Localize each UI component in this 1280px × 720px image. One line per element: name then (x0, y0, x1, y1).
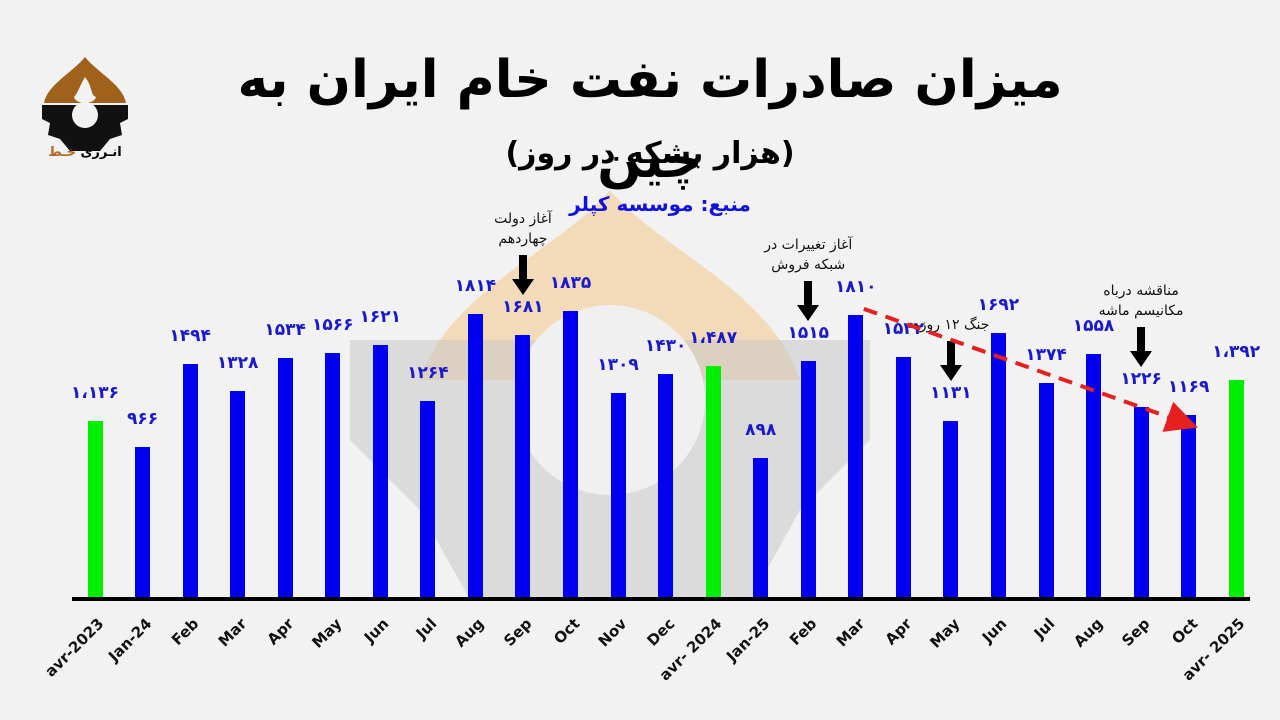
chart-source: منبع: موسسه کپلر (569, 192, 751, 216)
bar-8 (467, 314, 483, 599)
bar-value-label: ۱۲۶۴ (407, 362, 449, 383)
bar-value-label: ۱۵۶۶ (311, 315, 354, 336)
bar-value-label: ۱۴۹۴ (169, 326, 211, 347)
bar-10 (563, 310, 578, 599)
annotation-gov14: آغاز دولت چهاردهم (453, 209, 593, 249)
bar-value-label: ۱۱۳۱ (930, 383, 972, 404)
annotation-line: آغاز تغییرات در (764, 237, 853, 254)
x-axis-baseline (72, 597, 1250, 601)
bar-value-label: ۱،۱۳۶ (71, 382, 119, 403)
annotation-line: شبکه فروش (771, 257, 846, 274)
bar-value-label: ۱،۴۸۷ (689, 327, 738, 348)
annotation-war: جنگ ۱۲ روزه (881, 315, 1021, 335)
bar-16 (848, 314, 864, 599)
bar-value-label: ۱۶۸۱ (502, 297, 544, 318)
bar-15 (800, 361, 816, 599)
down-arrow-icon (511, 255, 534, 296)
bar-13 (705, 365, 721, 599)
bar-1 (135, 447, 151, 599)
bar-value-label: ۱،۳۹۲ (1212, 342, 1261, 363)
bar-value-label: ۱۸۱۴ (454, 276, 497, 297)
bar-14 (753, 458, 769, 599)
annotation-line: آغاز دولت (494, 211, 552, 228)
bar-7 (420, 400, 436, 599)
annotation-snapback: مناقشه درباه مکانیسم ماشه (1071, 281, 1211, 321)
bar-4 (277, 358, 293, 599)
bar-21 (1086, 354, 1102, 599)
bar-value-label: ۱۳۷۴ (1025, 345, 1067, 366)
bar-11 (610, 393, 626, 599)
bar-value-label: ۱۵۳۴ (264, 320, 306, 341)
bar-9 (515, 335, 531, 599)
brand-logo (42, 57, 128, 151)
bar-3 (230, 390, 246, 599)
bar-value-label: ۱۴۳۰ (644, 336, 687, 357)
brand-logo-text-main: انـرژی (80, 145, 122, 160)
bar-value-label: ۹۶۶ (126, 409, 159, 430)
bar-5 (325, 353, 341, 599)
bar-22 (1133, 406, 1149, 599)
brand-logo-text: انـرژی خـط (40, 145, 130, 160)
annotation-sales: آغاز تغییرات در شبکه فروش (738, 235, 878, 275)
bar-value-label: ۱۱۶۹ (1167, 377, 1210, 398)
chart-subtitle: (هزار بشکه در روز) (505, 136, 795, 171)
annotation-line: جنگ ۱۲ روزه (912, 317, 990, 334)
bar-value-label: ۱۳۰۹ (597, 355, 639, 376)
bar-0 (87, 420, 103, 599)
chart-title: میزان صادرات نفت خام ایران به چین (237, 50, 1063, 190)
bar-23 (1181, 415, 1197, 599)
annotation-line: مناقشه درباه (1103, 282, 1179, 299)
annotation-line: مکانیسم ماشه (1098, 302, 1184, 319)
bar-value-label: ۸۹۸ (745, 420, 777, 440)
down-arrow-icon (1130, 326, 1153, 367)
bar-18 (943, 421, 959, 599)
bar-20 (1038, 383, 1054, 599)
down-arrow-icon (939, 341, 962, 382)
bar-17 (895, 356, 911, 599)
bar-value-label: ۱۶۲۱ (359, 306, 402, 327)
bar-value-label: ۱۵۱۵ (787, 323, 829, 344)
bar-6 (372, 344, 388, 599)
bar-19 (990, 333, 1006, 599)
bar-24 (1228, 380, 1244, 599)
down-arrow-icon (797, 281, 820, 322)
bar-12 (658, 374, 674, 599)
bar-value-label: ۱۸۱۰ (835, 276, 877, 297)
bar-value-label: ۱۶۹۲ (977, 295, 1020, 316)
bar-value-label: ۱۳۲۸ (216, 352, 259, 373)
bar-value-label: ۱۸۳۵ (549, 272, 592, 293)
brand-logo-text-accent: خـط (48, 145, 76, 160)
annotation-line: چهاردهم (498, 231, 548, 248)
bar-2 (182, 364, 198, 599)
